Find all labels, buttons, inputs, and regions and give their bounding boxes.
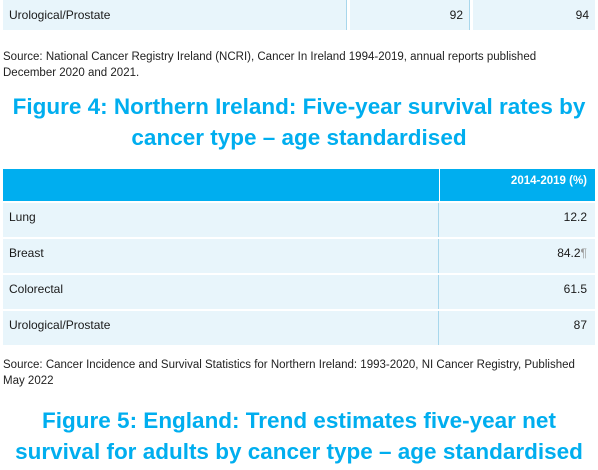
row-value: 84.2 [557, 246, 581, 260]
previous-table-fragment: Urological/Prostate 92 94 [3, 0, 595, 33]
row-value: 87 [573, 318, 587, 332]
table-row-label: Urological/Prostate [3, 0, 347, 30]
row-label: Colorectal [3, 275, 439, 309]
northern-ireland-survival-table: 2014-2019 (%) Lung 12.2 Breast 84.2¶ Col… [3, 169, 595, 345]
table-row: Breast 84.2¶ [3, 237, 595, 273]
figure-title-line: Figure 5: England: Trend estimates five-… [42, 408, 556, 433]
row-label: Breast [3, 239, 439, 273]
table-row: Colorectal 61.5 [3, 273, 595, 309]
table-cell: 94 [473, 0, 595, 30]
table-header: 2014-2019 (%) [3, 169, 595, 201]
figure-4-title: Figure 4: Northern Ireland: Five-year su… [0, 91, 598, 153]
row-value-wrap: 84.2¶ [440, 239, 595, 273]
source-line: May 2022 [3, 375, 54, 387]
figure-title-line: survival for adults by cancer type – age… [15, 439, 583, 464]
header-cell-empty [3, 169, 440, 201]
table-cell: 92 [350, 0, 470, 30]
source-note: Source: National Cancer Registry Ireland… [3, 49, 593, 81]
pilcrow-mark: ¶ [580, 246, 587, 260]
figure-title-line: cancer type – age standardised [131, 125, 467, 150]
source-line: Source: National Cancer Registry Ireland… [3, 51, 537, 63]
figure-title-line: Figure 4: Northern Ireland: Five-year su… [12, 94, 586, 119]
row-value: 12.2 [563, 210, 587, 224]
row-label: Urological/Prostate [3, 311, 439, 345]
source-note: Source: Cancer Incidence and Survival St… [3, 357, 593, 389]
table-row: Lung 12.2 [3, 201, 595, 237]
source-line: Source: Cancer Incidence and Survival St… [3, 359, 575, 371]
row-value: 61.5 [563, 282, 587, 296]
table-row: Urological/Prostate 87 [3, 309, 595, 345]
header-cell-period: 2014-2019 (%) [510, 175, 587, 187]
row-label: Lung [3, 203, 439, 237]
figure-5-title: Figure 5: England: Trend estimates five-… [0, 405, 598, 467]
source-line: December 2020 and 2021. [3, 67, 140, 79]
